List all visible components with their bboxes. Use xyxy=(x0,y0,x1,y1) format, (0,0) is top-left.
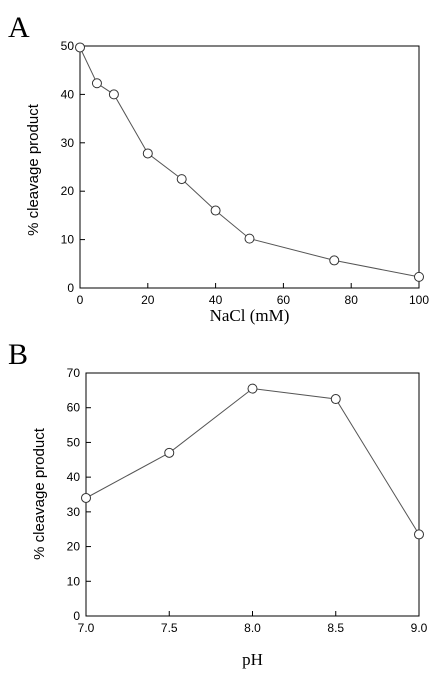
panel-a-x-tick-label: 60 xyxy=(277,293,291,307)
panel-a-x-tick-label: 0 xyxy=(77,293,84,307)
panel-a-x-tick-label: 80 xyxy=(345,293,359,307)
panel-a-x-tick-label: 100 xyxy=(409,293,429,307)
panel-b-x-tick-label: 8.0 xyxy=(244,621,261,635)
panel-b-x-tick-label: 8.5 xyxy=(327,621,344,635)
panel-b: B 7.0 7.5 8.0 8.5 9.0 0 10 20 30 40 50 60 70 pH % cl… xyxy=(8,338,428,669)
panel-b-y-tick-label: 70 xyxy=(67,366,81,380)
panel-b-y-tick-label: 50 xyxy=(67,435,81,449)
panel-a-plot-frame xyxy=(79,45,420,289)
panel-a-data-point xyxy=(142,148,153,159)
panel-b-x-axis-title: pH xyxy=(242,650,263,669)
panel-a-data-point xyxy=(176,174,187,185)
panel-a-x-tick-label: 40 xyxy=(209,293,223,307)
panel-a-ticks: 0 20 40 60 80 100 0 10 20 30 40 50 xyxy=(61,39,430,307)
panel-b-y-tick-label: 20 xyxy=(67,540,81,554)
panel-a-y-tick-label: 20 xyxy=(61,184,75,198)
panel-b-data-point xyxy=(247,383,258,394)
panel-b-plot-frame xyxy=(85,372,420,617)
panel-b-x-tick-label: 7.5 xyxy=(161,621,178,635)
panel-a: A 0 20 40 60 80 100 0 10 20 30 40 50 NaCl (mM) % cl… xyxy=(8,11,429,325)
panel-b-y-tick-label: 10 xyxy=(67,574,81,588)
panel-b-y-axis-title: % cleavage product xyxy=(31,427,48,560)
panel-b-y-tick-label: 0 xyxy=(73,609,80,623)
panel-a-data-point xyxy=(329,255,340,266)
panel-a-letter: A xyxy=(8,11,30,44)
panel-a-points xyxy=(75,42,424,282)
panel-b-x-tick-label: 9.0 xyxy=(411,621,428,635)
panel-b-data-point xyxy=(164,447,175,458)
panel-a-data-point xyxy=(244,233,255,244)
panel-a-x-axis-title: NaCl (mM) xyxy=(210,306,290,325)
panel-b-letter: B xyxy=(8,338,28,371)
panel-a-data-point xyxy=(210,205,221,216)
panel-b-series-line xyxy=(85,388,420,535)
panel-b-ticks: 7.0 7.5 8.0 8.5 9.0 0 10 20 30 40 50 60 70 xyxy=(67,366,428,635)
panel-a-y-tick-label: 10 xyxy=(61,233,75,247)
panel-b-y-tick-label: 30 xyxy=(67,505,81,519)
panel-b-y-tick-label: 40 xyxy=(67,470,81,484)
panel-b-data-point xyxy=(330,394,341,405)
panel-b-points xyxy=(81,383,424,540)
panel-a-x-tick-label: 20 xyxy=(141,293,155,307)
panel-b-y-tick-label: 60 xyxy=(67,401,81,415)
panel-b-data-point xyxy=(414,529,424,540)
panel-a-data-point xyxy=(91,78,102,89)
panel-a-data-point xyxy=(108,89,119,100)
panel-a-y-axis-title: % cleavage product xyxy=(25,103,42,236)
panel-a-y-tick-label: 0 xyxy=(67,281,74,295)
panel-a-data-point xyxy=(75,42,85,53)
panel-a-y-tick-label: 50 xyxy=(61,39,75,53)
panel-a-data-point xyxy=(414,271,424,282)
panel-b-data-point xyxy=(81,492,91,503)
panel-a-y-tick-label: 40 xyxy=(61,87,75,101)
panel-a-y-tick-label: 30 xyxy=(61,136,75,150)
panel-b-x-tick-label: 7.0 xyxy=(78,621,95,635)
